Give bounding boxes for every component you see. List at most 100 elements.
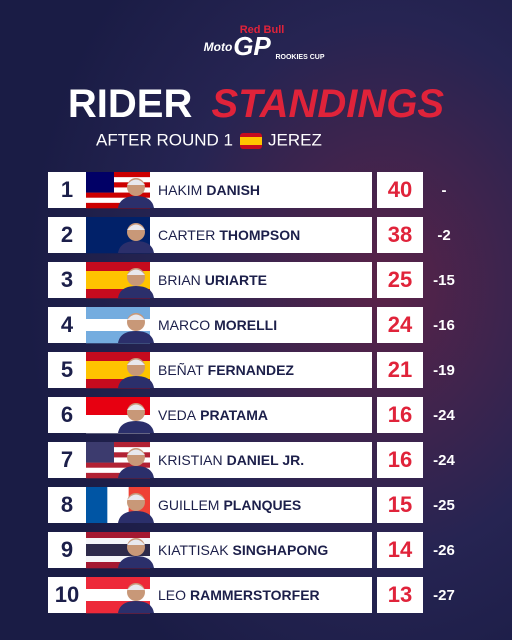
flag-stripe — [86, 197, 150, 204]
rider-photo — [118, 556, 154, 568]
flag-stripe — [86, 452, 150, 458]
position: 8 — [61, 492, 73, 517]
name-bar — [150, 262, 372, 298]
points-box — [377, 172, 423, 208]
name-bar — [150, 442, 372, 478]
first-name: GUILLEM — [158, 497, 219, 513]
gap: -25 — [433, 497, 455, 514]
last-name: RAMMERSTORFER — [190, 587, 320, 603]
last-name: FERNANDEZ — [208, 362, 295, 378]
flag-stripe — [86, 472, 150, 479]
position-box — [48, 217, 86, 253]
flag-stripe — [86, 202, 150, 209]
position: 7 — [61, 447, 73, 472]
last-name: PRATAMA — [200, 407, 268, 423]
title-red: STANDINGS — [211, 82, 444, 126]
gap: - — [442, 182, 447, 199]
points: 16 — [388, 402, 412, 427]
round: AFTER ROUND 1 — [96, 130, 233, 149]
rider-cap — [127, 494, 145, 500]
points: 15 — [388, 492, 412, 517]
flag-stripe — [86, 192, 150, 199]
position: 5 — [61, 357, 73, 382]
first-name: MARCO — [158, 317, 210, 333]
rider-name: MARCO MORELLI — [158, 317, 277, 333]
rider-name: HAKIM DANISH — [158, 182, 260, 198]
flag-stripe — [86, 182, 150, 188]
last-name: URIARTE — [205, 272, 267, 288]
name-bar — [150, 487, 372, 523]
flag-stripe — [86, 532, 150, 539]
rider-cap — [127, 224, 145, 230]
position-box — [48, 487, 86, 523]
name-bar — [150, 172, 372, 208]
gap: -26 — [433, 542, 455, 559]
rider-photo — [118, 241, 154, 253]
points: 14 — [388, 537, 413, 562]
points: 21 — [388, 357, 412, 382]
position: 2 — [61, 222, 73, 247]
logo-gp: GP — [233, 31, 271, 61]
points-box — [377, 397, 423, 433]
name-bar — [150, 577, 372, 613]
flag-stripe — [86, 447, 150, 453]
flag-stripe — [86, 262, 150, 272]
points-box — [377, 577, 423, 613]
rider-name: KIATTISAK SINGHAPONG — [158, 542, 328, 558]
rider-name: VEDA PRATAMA — [158, 407, 268, 423]
flag-stripe — [86, 562, 150, 569]
first-name: HAKIM — [158, 182, 202, 198]
points: 24 — [388, 312, 413, 337]
rider-name: GUILLEM PLANQUES — [158, 497, 301, 513]
logo-moto: Moto — [204, 40, 233, 54]
points: 16 — [388, 447, 412, 472]
points: 13 — [388, 582, 412, 607]
points-box — [377, 352, 423, 388]
rider-cap — [127, 269, 145, 275]
last-name: MORELLI — [214, 317, 277, 333]
rider-name: BEÑAT FERNANDEZ — [158, 362, 294, 378]
name-bar — [150, 397, 372, 433]
logo-brand: Red Bull — [240, 24, 285, 36]
flag-stripe — [86, 442, 150, 448]
rider-photo — [118, 511, 154, 523]
position-box — [48, 577, 86, 613]
first-name: BEÑAT — [158, 362, 204, 378]
first-name: BRIAN — [158, 272, 201, 288]
gap: -15 — [433, 272, 455, 289]
last-name: DANISH — [206, 182, 260, 198]
flag-stripe — [86, 289, 150, 299]
rider-cap — [127, 449, 145, 455]
flag-stripe — [86, 352, 150, 362]
position-box — [48, 262, 86, 298]
rider-cap — [127, 404, 145, 410]
points: 25 — [388, 267, 412, 292]
flag-stripe — [86, 467, 150, 474]
rider-photo — [118, 196, 154, 208]
first-name: VEDA — [158, 407, 197, 423]
rider-name: BRIAN URIARTE — [158, 272, 267, 288]
flag-canton — [86, 442, 114, 463]
flag-stripe — [86, 462, 150, 469]
last-name: PLANQUES — [223, 497, 301, 513]
name-bar — [150, 217, 372, 253]
rider-photo — [118, 421, 154, 433]
points-box — [377, 487, 423, 523]
points: 38 — [388, 222, 412, 247]
venue: JEREZ — [268, 130, 322, 149]
spain-flag-band — [240, 137, 262, 145]
points-box — [377, 262, 423, 298]
position-box — [48, 172, 86, 208]
position-box — [48, 442, 86, 478]
position: 1 — [61, 177, 73, 202]
rider-photo — [118, 601, 154, 613]
rider-photo — [118, 376, 154, 388]
rider-cap — [127, 359, 145, 365]
rider-cap — [127, 314, 145, 320]
flag-stripe — [86, 487, 108, 523]
position-box — [48, 397, 86, 433]
rider-cap — [127, 539, 145, 545]
title-white: RIDER — [68, 82, 193, 126]
